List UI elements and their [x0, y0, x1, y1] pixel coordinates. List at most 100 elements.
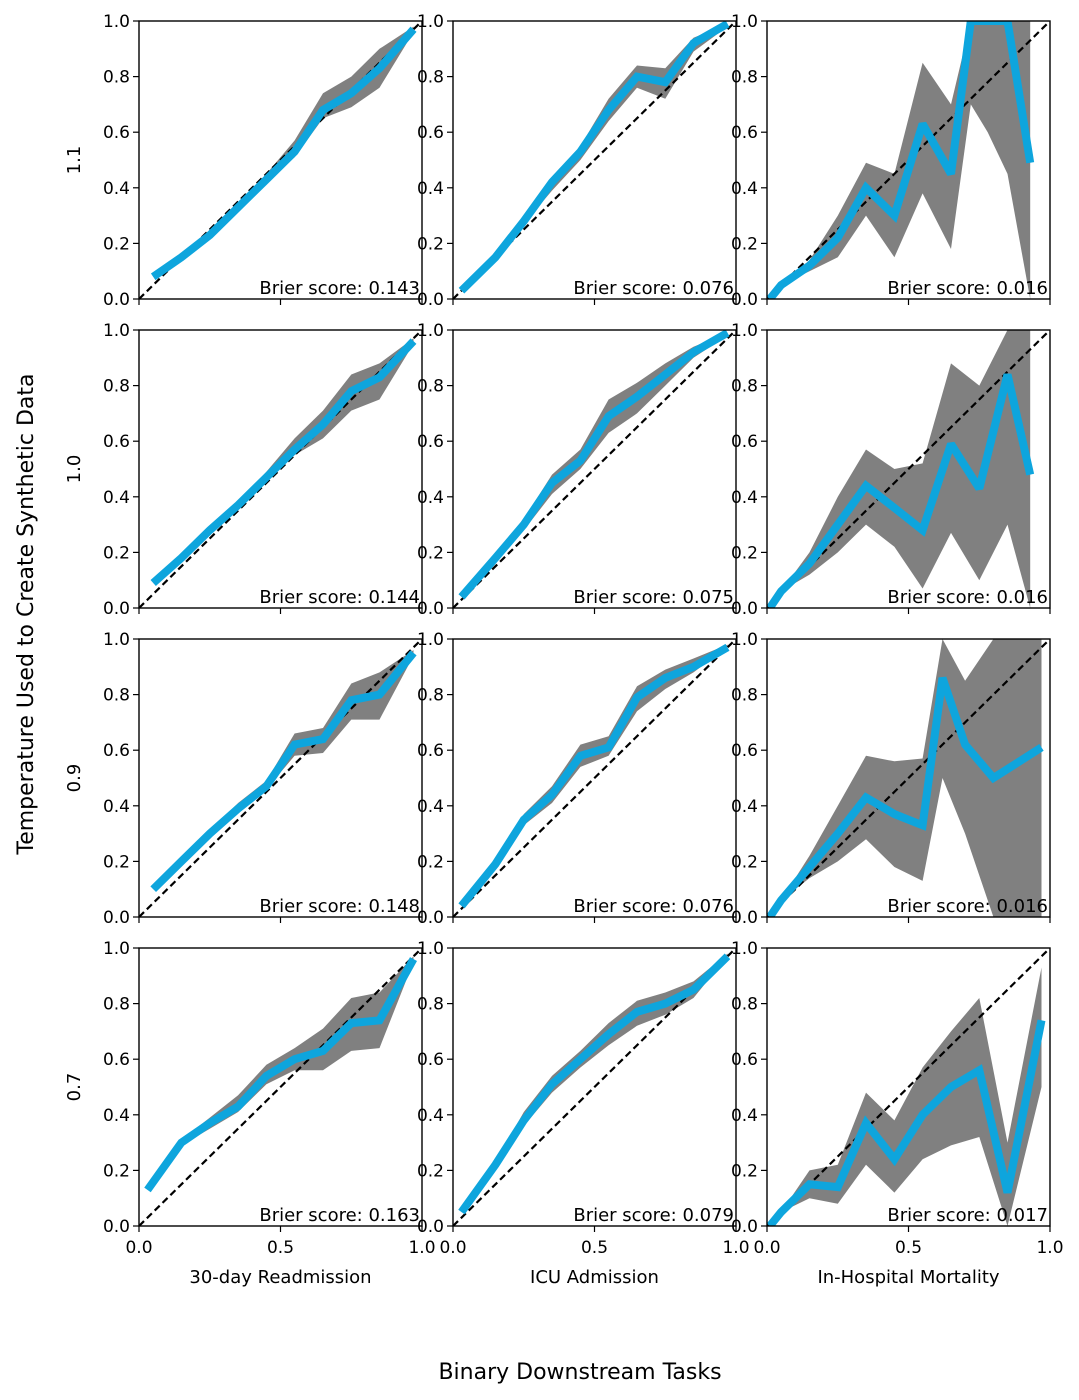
brier-score-label: Brier score: 0.016 [887, 278, 1048, 299]
panel-plot-area [453, 330, 736, 608]
y-tick-label: 0.0 [417, 599, 444, 619]
y-tick-label: 0.2 [103, 1161, 130, 1181]
calibration-series-line [458, 21, 730, 294]
y-tick-label: 0.2 [417, 234, 444, 254]
temperature-row-label: 0.9 [64, 764, 85, 793]
x-tick-label: 0.5 [581, 1238, 608, 1258]
y-tick-label: 0.2 [103, 234, 130, 254]
confidence-band [461, 644, 728, 906]
perfect-calibration-line [139, 639, 422, 917]
x-tick-label: 1.0 [408, 1238, 435, 1258]
y-tick-label: 0.8 [103, 68, 130, 88]
y-tick-label: 0.4 [103, 179, 130, 199]
panel-plot-area [453, 948, 736, 1226]
y-tick-label: 0.0 [103, 290, 130, 310]
y-tick-label: 1.0 [731, 939, 758, 959]
y-tick-label: 0.8 [417, 377, 444, 397]
brier-score-label: Brier score: 0.075 [573, 587, 734, 608]
y-tick-label: 0.6 [103, 741, 130, 761]
panel-plot-area [767, 948, 1050, 1226]
calibration-series-line [458, 953, 731, 1215]
brier-score-label: Brier score: 0.143 [259, 278, 420, 299]
y-tick-label: 1.0 [103, 939, 130, 959]
subplot-grid: 0.0 0.2 0.4 0.6 0.8 1.0 Brier score: 0.143 1.1 0… [64, 12, 1064, 1288]
y-tick-label: 0.6 [103, 123, 130, 143]
y-tick-label: 0.6 [103, 432, 130, 452]
y-tick-label: 0.4 [103, 488, 130, 508]
y-tick-label: 0.0 [731, 908, 758, 928]
y-tick-label: 0.0 [103, 599, 130, 619]
y-tick-label: 1.0 [731, 12, 758, 32]
y-tick-label: 0.6 [417, 741, 444, 761]
perfect-calibration-line [767, 948, 1050, 1226]
panel-plot-area [767, 21, 1050, 299]
y-tick-label: 0.2 [731, 852, 758, 872]
y-tick-label: 0.4 [731, 488, 758, 508]
panel-plot-area [139, 330, 422, 608]
y-tick-label: 0.8 [417, 686, 444, 706]
y-tick-label: 0.2 [731, 543, 758, 563]
calibration-panel: 0.0 0.2 0.4 0.6 0.8 1.0 Brier score: 0.144 1.0 [64, 321, 423, 619]
figure-x-label: Binary Downstream Tasks [438, 1360, 721, 1385]
confidence-band [153, 26, 414, 277]
perfect-calibration-line [453, 330, 736, 608]
y-tick-label: 0.4 [103, 797, 130, 817]
brier-score-label: Brier score: 0.079 [573, 1205, 734, 1226]
calibration-series-line [458, 330, 730, 600]
brier-score-label: Brier score: 0.148 [259, 896, 420, 917]
y-tick-label: 0.8 [103, 995, 130, 1015]
brier-score-label: Brier score: 0.076 [573, 896, 734, 917]
y-tick-label: 0.8 [417, 995, 444, 1015]
x-tick-label: 0.5 [267, 1238, 294, 1258]
temperature-row-label: 1.1 [64, 146, 85, 175]
y-tick-label: 1.0 [103, 321, 130, 341]
calibration-panel: 0.0 0.2 0.4 0.6 0.8 1.0 Brier score: 0.075 [417, 321, 737, 619]
y-tick-label: 0.0 [731, 599, 758, 619]
y-tick-label: 0.8 [417, 68, 444, 88]
y-tick-label: 0.6 [417, 123, 444, 143]
y-tick-label: 0.0 [103, 908, 130, 928]
y-tick-label: 1.0 [417, 630, 444, 650]
panel-plot-area [139, 21, 422, 299]
y-tick-label: 0.4 [417, 1106, 444, 1126]
calibration-panel: 0.0 0.2 0.4 0.6 0.8 1.0 Brier score: 0.076 [417, 630, 737, 928]
y-tick-label: 0.4 [731, 797, 758, 817]
y-tick-label: 1.0 [731, 630, 758, 650]
brier-score-label: Brier score: 0.144 [259, 587, 420, 608]
calibration-panel: 0.0 0.2 0.4 0.6 0.8 1.0 Brier score: 0.143 1.1 [64, 12, 423, 310]
task-label: 30-day Readmission [189, 1267, 371, 1288]
y-tick-label: 0.6 [103, 1050, 130, 1070]
calibration-series-line [767, 21, 1035, 299]
calibration-panel: 0.0 0.2 0.4 0.6 0.8 1.0 Brier score: 0.016 [731, 630, 1051, 928]
y-tick-label: 0.4 [417, 179, 444, 199]
confidence-band [147, 956, 414, 1190]
y-tick-label: 0.4 [417, 488, 444, 508]
task-label: ICU Admission [530, 1267, 659, 1288]
x-tick-label: 1.0 [1036, 1238, 1063, 1258]
y-tick-label: 0.2 [731, 1161, 758, 1181]
y-tick-label: 0.6 [417, 432, 444, 452]
y-tick-label: 0.8 [103, 686, 130, 706]
y-tick-label: 0.6 [417, 1050, 444, 1070]
confidence-band [461, 332, 728, 597]
figure-y-label: Temperature Used to Create Synthetic Dat… [14, 374, 39, 856]
calibration-series-line [150, 338, 417, 586]
y-tick-label: 0.0 [417, 290, 444, 310]
x-tick-label: 0.0 [125, 1238, 152, 1258]
confidence-band [769, 967, 1042, 1226]
y-tick-label: 1.0 [731, 321, 758, 341]
x-tick-label: 0.5 [895, 1238, 922, 1258]
task-label: In-Hospital Mortality [817, 1267, 999, 1288]
y-tick-label: 0.4 [103, 1106, 130, 1126]
y-tick-label: 0.4 [731, 1106, 758, 1126]
calibration-series-line [150, 650, 417, 893]
perfect-calibration-line [453, 639, 736, 917]
panel-plot-area [767, 330, 1050, 608]
calibration-panel: 0.0 0.2 0.4 0.6 0.8 1.0 Brier score: 0.148 0.9 [64, 630, 423, 928]
calibration-series-line [458, 643, 730, 909]
brier-score-label: Brier score: 0.017 [887, 1205, 1048, 1226]
y-tick-label: 0.2 [417, 852, 444, 872]
brier-score-label: Brier score: 0.016 [887, 587, 1048, 608]
calibration-panel: 0.0 0.2 0.4 0.6 0.8 1.0 Brier score: 0.016 [731, 321, 1051, 619]
calibration-series-line [144, 957, 417, 1193]
